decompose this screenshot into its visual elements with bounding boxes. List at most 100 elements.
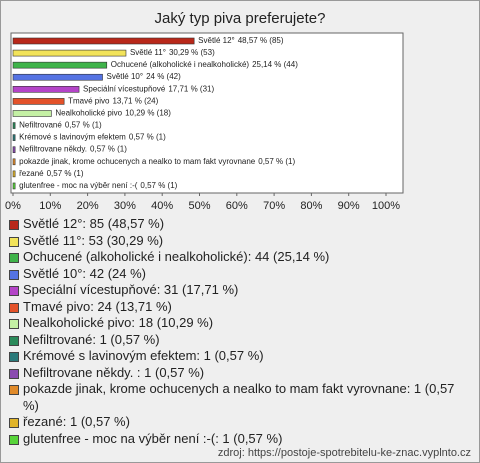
- bar-label: Ochucené (alkoholické i nealkoholické) 25…: [111, 60, 298, 69]
- legend-label: Tmavé pivo: 24 (13,71 %): [23, 298, 172, 314]
- chart-title: Jaký typ piva preferujete?: [155, 10, 326, 27]
- x-tick-label: 20%: [77, 200, 99, 211]
- bar-label: glutenfree - moc na výběr není :-(0,57 %…: [19, 181, 178, 190]
- bar-value: 0,57 % (1): [129, 133, 166, 142]
- legend-swatch: [9, 269, 19, 280]
- bar-label: Nealkoholické pivo 10,29 % (18): [55, 109, 171, 118]
- legend-item: Krémové s lavinovým efektem: 1 (0,57 %): [9, 348, 471, 365]
- legend-label: Nefiltrované: 1 (0,57 %): [23, 331, 160, 347]
- bar-label: řezané 0,57 % (1): [19, 169, 84, 178]
- bar-category: Krémové s lavinovým efektem: [19, 133, 126, 142]
- bar-label: Světlé 11° 30,29 % (53): [130, 48, 215, 57]
- legend-label: Speciální vícestupňové: 31 (17,71 %): [23, 282, 239, 297]
- bar-category: Světlé 12°: [198, 36, 235, 45]
- bar: [12, 158, 16, 166]
- bar: [12, 61, 108, 69]
- legend-swatch: [9, 352, 19, 362]
- bar-value: 13,71 % (24): [112, 97, 158, 106]
- bar-value: 30,29 % (53): [169, 48, 215, 57]
- legend-swatch: [9, 302, 19, 313]
- bar-category: Speciální vícestupňové: [83, 84, 166, 93]
- legend-label: Nealkoholické pivo: 18 (10,29 %): [23, 315, 214, 330]
- x-tick-label: 50%: [188, 200, 210, 211]
- legend-item: Nealkoholické pivo: 18 (10,29 %): [9, 315, 471, 332]
- legend-item: Nefiltrované: 1 (0,57 %): [9, 332, 471, 349]
- bar-value: 0,57 % (1): [90, 145, 127, 154]
- bar: [12, 122, 16, 129]
- bar-value: 0,57 % (1): [140, 181, 177, 190]
- bar-label: Speciální vícestupňové 17,71 % (31): [83, 84, 214, 93]
- legend-item: Ochucené (alkoholické i nealkoholické): …: [9, 249, 471, 266]
- x-tick-label: 0%: [5, 200, 21, 211]
- bar: [12, 86, 80, 93]
- legend-item: pokazde jinak, krome ochucenych a nealko…: [9, 381, 471, 414]
- x-tick-label: 30%: [114, 200, 136, 211]
- bar: [12, 110, 52, 117]
- bar: [12, 134, 16, 141]
- legend-label: Krémové s lavinovým efektem: 1 (0,57 %): [23, 348, 264, 363]
- legend-label: Světlé 11°: 53 (30,29 %): [23, 232, 164, 248]
- x-tick-label: 10%: [39, 200, 61, 211]
- bar-label: Nefiltrované 0,57 % (1): [19, 121, 102, 130]
- legend-label: Světlé 12°: 85 (48,57 %): [23, 216, 165, 231]
- legend-item: glutenfree - moc na výběr není :-(: 1 (0…: [9, 431, 471, 448]
- x-tick-label: 90%: [338, 200, 360, 211]
- bar-category: Světlé 11°: [130, 48, 166, 57]
- legend-item: Světlé 10°: 42 (24 %): [9, 266, 471, 283]
- legend-swatch: [9, 335, 19, 346]
- bar-category: Nefiltrované: [19, 121, 62, 130]
- bar-value: 0,57 % (1): [47, 169, 84, 178]
- legend-swatch: [9, 286, 19, 296]
- legend-item: Nefiltrovane někdy. : 1 (0,57 %): [9, 365, 471, 382]
- bar-category: glutenfree - moc na výběr není :-(: [19, 181, 138, 190]
- bar-category: Ochucené (alkoholické i nealkoholické): [111, 60, 250, 69]
- bar-label: Nefiltrovane někdy. 0,57 % (1): [19, 145, 127, 154]
- bar-label: Tmavé pivo 13,71 % (24): [68, 97, 159, 106]
- bar-category: Nealkoholické pivo: [55, 109, 122, 118]
- legend-item: Světlé 11°: 53 (30,29 %): [9, 233, 471, 250]
- legend-swatch: [9, 434, 19, 445]
- bar-category: řezané: [19, 169, 44, 178]
- legend-label: Nefiltrovane někdy. : 1 (0,57 %): [23, 364, 205, 380]
- bar-category: Tmavé pivo: [68, 97, 110, 106]
- bar-category: Nefiltrovane někdy.: [19, 145, 87, 154]
- bar: [12, 170, 16, 178]
- bar: [12, 49, 127, 57]
- bar-value: 0,57 % (1): [258, 157, 295, 166]
- bar: [12, 182, 16, 190]
- bar-label: Světlé 12° 48,57 % (85): [198, 36, 284, 45]
- legend: Světlé 12°: 85 (48,57 %) Světlé 11°: 53 (…: [9, 216, 471, 447]
- bar-value: 0,57 % (1): [65, 121, 102, 130]
- legend-swatch: [9, 319, 19, 329]
- plot: Jaký typ piva preferujete? 0% 10% 20% 30% 40…: [5, 10, 404, 211]
- x-tick-label: 60%: [226, 200, 248, 211]
- legend-item: Tmavé pivo: 24 (13,71 %): [9, 299, 471, 316]
- bar: [12, 73, 103, 81]
- legend-item: řezané: 1 (0,57 %): [9, 414, 471, 431]
- bar-category: Světlé 10°: [107, 72, 144, 81]
- source: zdroj: https://postoje-spotrebitelu-ke-z…: [217, 447, 471, 459]
- bar-value: 24 % (42): [146, 72, 181, 81]
- legend-swatch: [9, 253, 19, 263]
- x-tick-label: 100%: [372, 200, 400, 211]
- legend-item: Speciální vícestupňové: 31 (17,71 %): [9, 282, 471, 299]
- legend-swatch: [9, 385, 19, 395]
- x-tick-label: 70%: [263, 200, 285, 211]
- bar: [12, 146, 16, 154]
- legend-label: Ochucené (alkoholické i nealkoholické): …: [23, 249, 330, 264]
- x-tick-label: 80%: [300, 200, 322, 211]
- bar-value: 17,71 % (31): [168, 84, 214, 93]
- bar-value: 48,57 % (85): [238, 36, 284, 45]
- bar-value: 10,29 % (18): [125, 109, 171, 118]
- legend-swatch: [9, 220, 19, 230]
- legend-label: Světlé 10°: 42 (24 %): [23, 265, 146, 281]
- legend-swatch: [9, 418, 19, 428]
- bar: [12, 98, 65, 105]
- bar-label: Krémové s lavinovým efektem 0,57 % (1): [19, 133, 166, 142]
- bar: [12, 37, 195, 45]
- legend-label: glutenfree - moc na výběr není :-(: 1 (0…: [23, 430, 283, 446]
- bar-label: pokazde jinak, krome ochucenych a nealko…: [19, 157, 295, 166]
- x-tick-label: 40%: [151, 200, 173, 211]
- legend-label: pokazde jinak, krome ochucenych a nealko…: [23, 381, 455, 413]
